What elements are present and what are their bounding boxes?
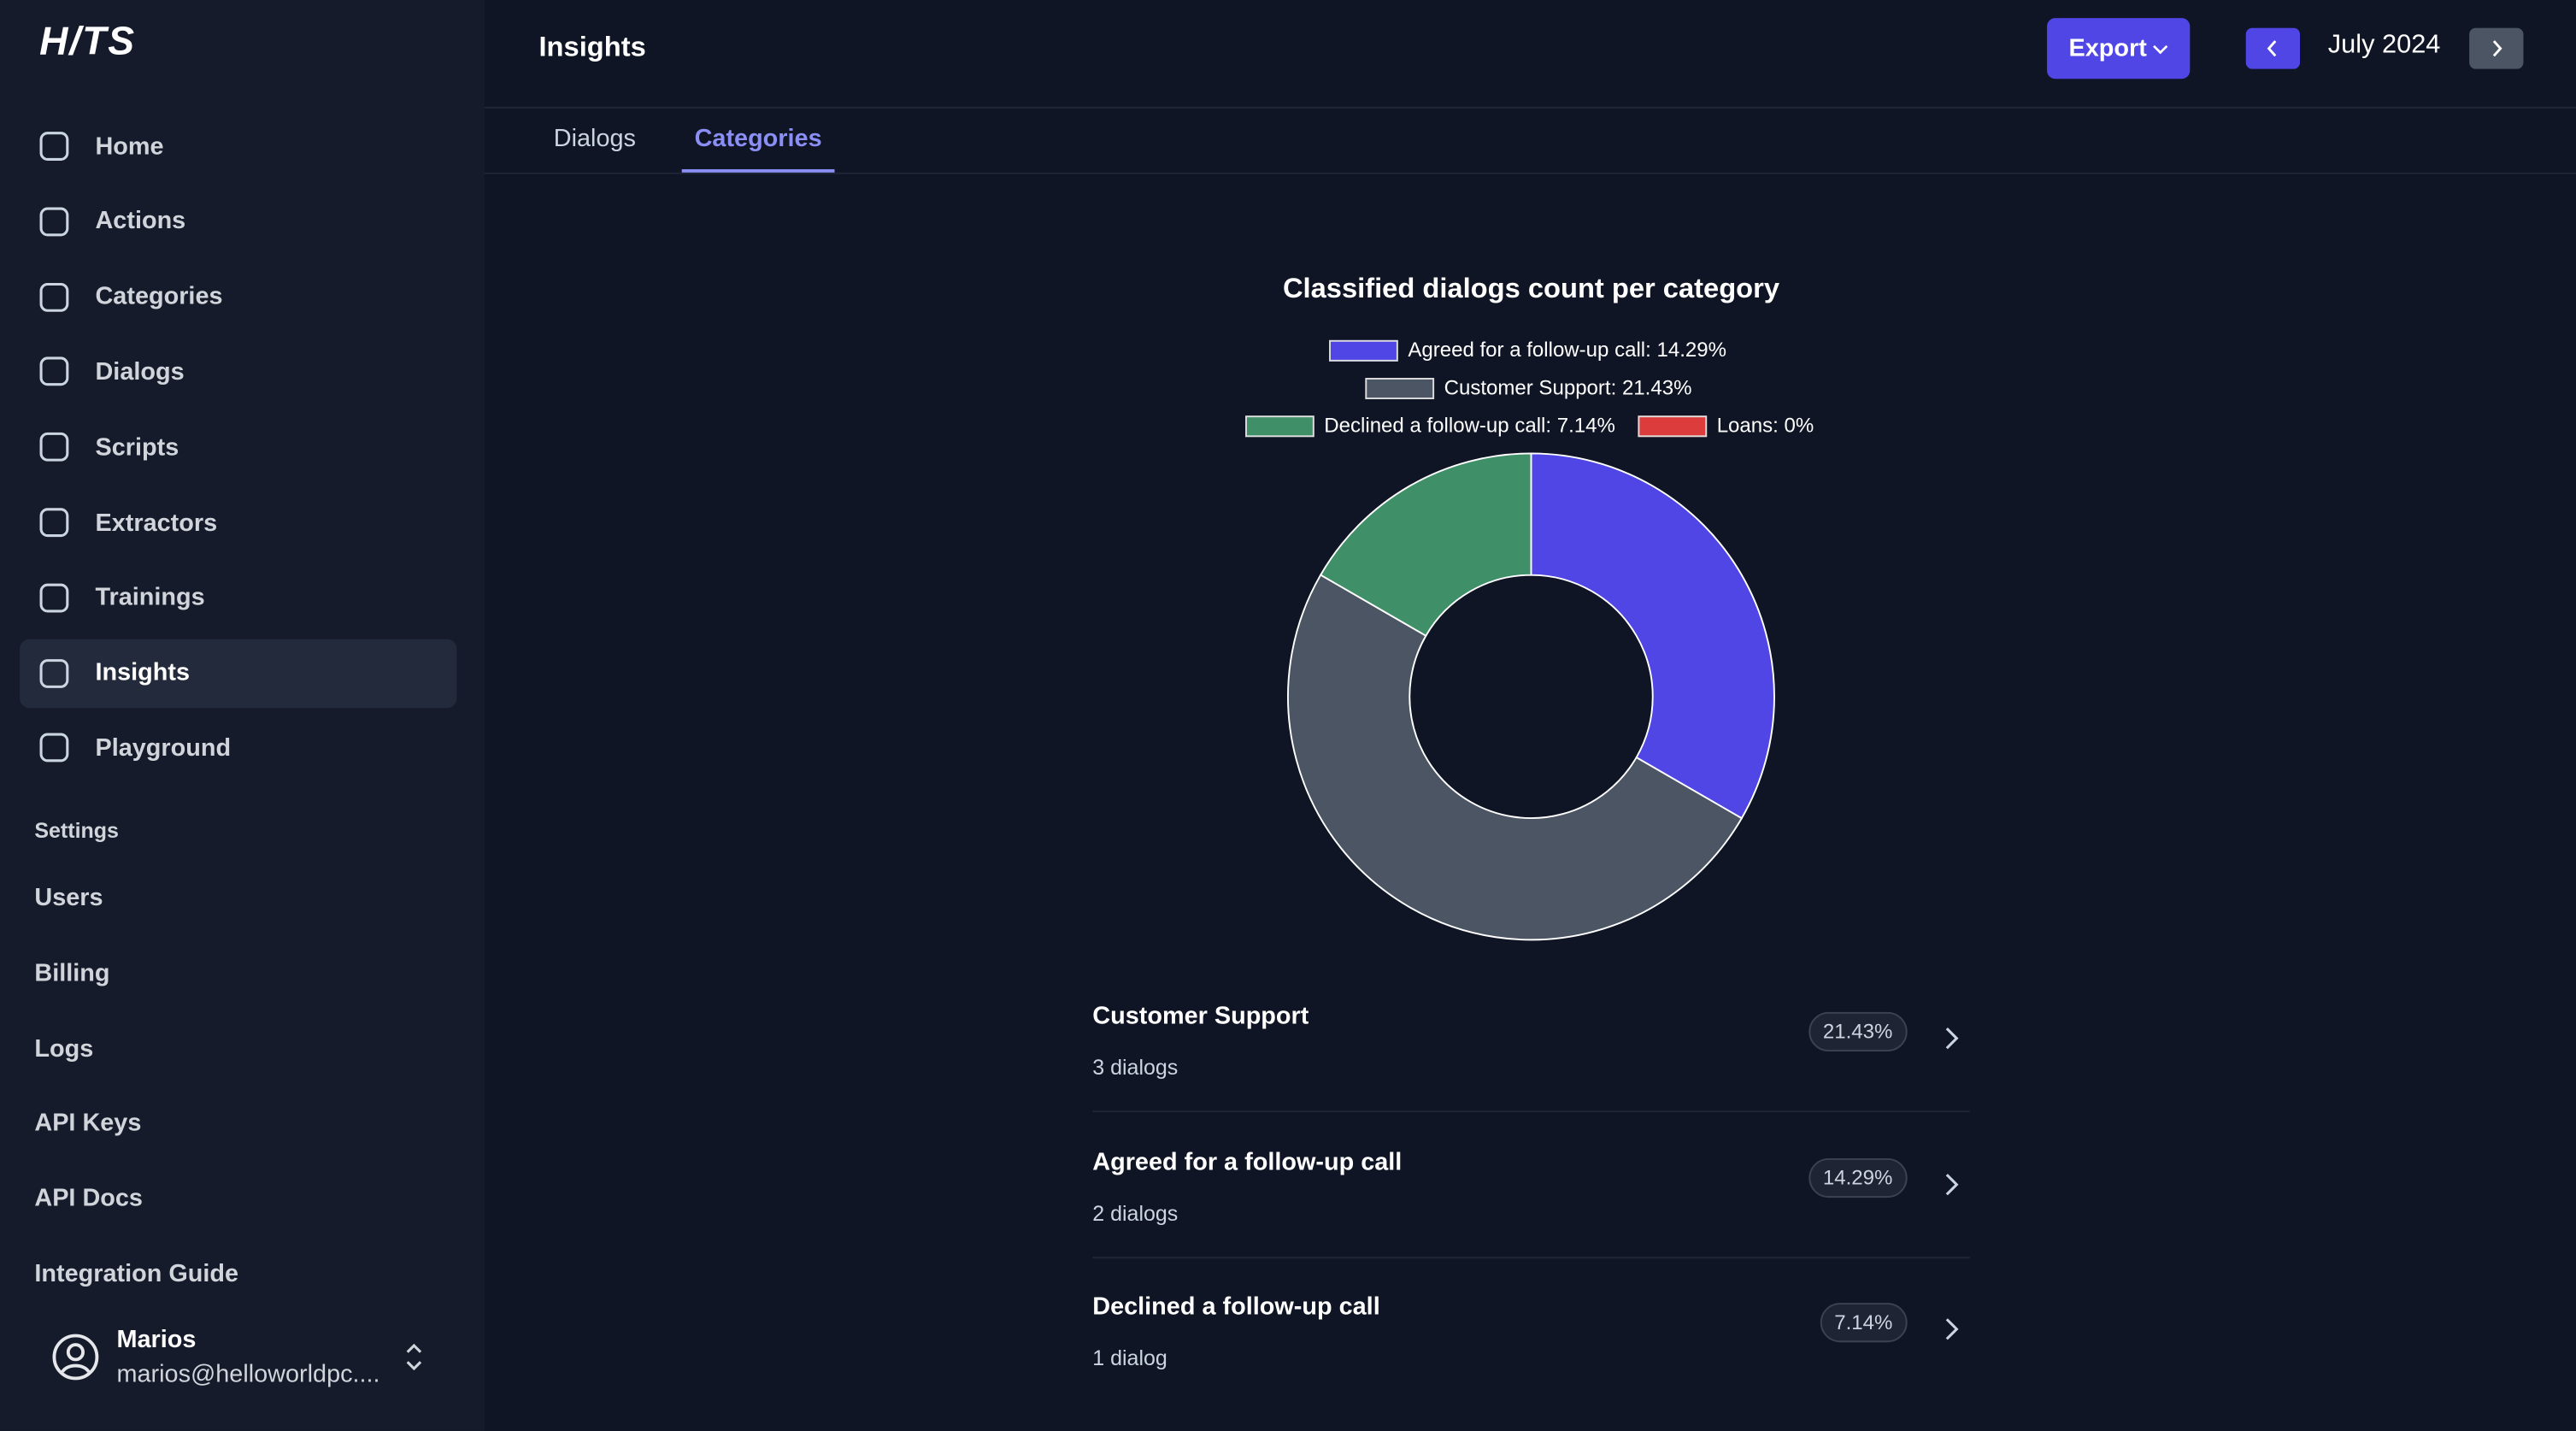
chevron-right — [1945, 1173, 1959, 1195]
nav-label: Scripts — [95, 433, 179, 462]
legend-item: Agreed for a follow-up call: 14.29% — [1329, 339, 1726, 362]
legend-item: Loans: 0% — [1638, 414, 1814, 437]
donut-chart — [1287, 452, 1775, 941]
settings-link[interactable]: API Docs — [34, 1185, 143, 1213]
legend-label: Agreed for a follow-up call: 14.29% — [1408, 338, 1726, 362]
category-row[interactable]: Declined a follow-up call 1 dialog 7.14% — [1092, 1257, 1969, 1401]
legend-item: Customer Support: 21.43% — [1365, 376, 1691, 399]
nav-item[interactable]: Extractors — [20, 488, 456, 557]
settings-link[interactable]: Users — [34, 883, 103, 912]
legend-swatch — [1365, 377, 1435, 399]
settings-heading: Settings — [34, 818, 119, 843]
category-count: 3 dialogs — [1092, 1054, 1179, 1080]
nav-item[interactable]: Insights — [20, 638, 457, 708]
settings-link[interactable]: Integration Guide — [34, 1260, 239, 1288]
category-title: Declined a follow-up call — [1092, 1293, 1380, 1322]
user-name: Marios — [116, 1325, 197, 1354]
nav-icon — [39, 282, 69, 311]
nav-icon — [39, 433, 69, 462]
settings-link[interactable]: Logs — [34, 1034, 94, 1063]
nav-item[interactable]: Trainings — [20, 563, 456, 633]
nav-label: Insights — [95, 658, 191, 687]
next-month[interactable] — [2469, 27, 2524, 69]
nav-icon — [39, 132, 69, 161]
tab[interactable]: Dialogs — [553, 125, 636, 153]
page-title: Insights — [538, 31, 646, 63]
settings-link[interactable]: API Keys — [34, 1110, 142, 1138]
donut-slice — [1287, 574, 1744, 941]
chart-title: Classified dialogs count per category — [1282, 273, 1780, 304]
tab-active[interactable]: Categories — [681, 125, 835, 173]
category-count: 2 dialogs — [1092, 1199, 1179, 1225]
legend-swatch — [1638, 415, 1708, 437]
legend-swatch — [1245, 415, 1314, 437]
category-title: Agreed for a follow-up call — [1092, 1147, 1403, 1176]
legend-label: Declined a follow-up call: 7.14% — [1324, 414, 1615, 438]
legend-label: Customer Support: 21.43% — [1444, 376, 1692, 400]
legend-label: Loans: 0% — [1716, 414, 1814, 438]
nav-icon — [39, 583, 69, 613]
settings-link[interactable]: Billing — [34, 958, 110, 987]
nav-item[interactable]: Actions — [20, 187, 456, 256]
percent-badge: 14.29% — [1808, 1157, 1908, 1198]
export-button[interactable]: Export — [2047, 18, 2191, 80]
avatar-icon — [52, 1334, 99, 1381]
chevron-path — [1945, 1028, 1959, 1050]
user-email: marios@helloworldpc.... — [116, 1360, 380, 1389]
donut-slice — [1530, 452, 1775, 820]
nav-label: Categories — [95, 282, 223, 311]
nav-icon — [39, 357, 69, 387]
nav-item[interactable]: Home — [20, 112, 456, 181]
legend-item: Declined a follow-up call: 7.14% — [1245, 414, 1615, 437]
nav-item[interactable]: Dialogs — [20, 338, 456, 407]
legend-swatch — [1329, 339, 1398, 361]
nav-label: Home — [95, 132, 164, 161]
user-menu-toggle[interactable] — [403, 1340, 426, 1373]
topbar — [485, 0, 2576, 109]
percent-badge: 7.14% — [1819, 1303, 1908, 1343]
nav-label: Actions — [95, 207, 186, 236]
chevron-right — [1945, 1028, 1959, 1050]
chevron-path — [1945, 1173, 1959, 1195]
nav-label: Extractors — [95, 508, 218, 537]
nav-item[interactable]: Playground — [20, 714, 456, 783]
category-row[interactable]: Agreed for a follow-up call 2 dialogs 14.2… — [1092, 1111, 1970, 1258]
donut-slice — [1319, 452, 1532, 638]
logo: H/TS — [39, 20, 136, 64]
nav-label: Dialogs — [95, 357, 185, 386]
percent-badge: 21.43% — [1808, 1011, 1908, 1052]
main: Insights Export July 2024 Dialogs Catego… — [485, 0, 2576, 1431]
sidebar: H/TS Home Actions Categories Dialogs Scripts… — [0, 0, 485, 1431]
prev-month[interactable] — [2245, 27, 2301, 69]
nav-icon — [39, 207, 69, 236]
nav-icon — [39, 733, 69, 763]
category-count: 1 dialog — [1092, 1346, 1167, 1370]
nav-label: Trainings — [95, 583, 205, 612]
nav-item[interactable]: Scripts — [20, 413, 456, 482]
chevron — [2152, 44, 2167, 54]
nav-item[interactable]: Categories — [20, 262, 456, 332]
nav-icon — [39, 508, 69, 538]
chevron-right — [1945, 1318, 1959, 1340]
tab-divider — [485, 172, 2576, 174]
nav-icon — [39, 658, 69, 688]
export-label: Export — [2068, 34, 2147, 63]
nav-label: Playground — [95, 733, 232, 763]
category-row[interactable]: Customer Support 3 dialogs 21.43% — [1092, 966, 1970, 1113]
period: July 2024 — [2327, 31, 2441, 60]
category-title: Customer Support — [1092, 1002, 1309, 1031]
chevron-path — [1945, 1318, 1959, 1340]
